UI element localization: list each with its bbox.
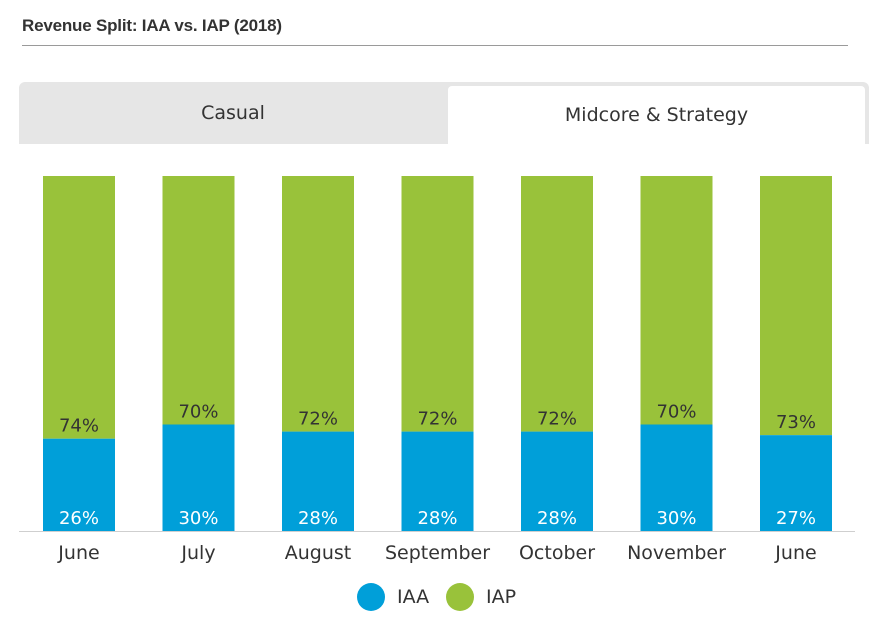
iap-circle-icon: [446, 583, 474, 611]
legend-item-iap[interactable]: IAP: [446, 580, 516, 614]
legend-item-iaa[interactable]: IAA: [357, 580, 429, 614]
data-label-iap-1: 70%: [178, 402, 218, 423]
x-tick-label-4: October: [519, 542, 595, 564]
data-label-iap-0: 74%: [59, 416, 99, 437]
x-tick-label-6: June: [774, 542, 816, 564]
bar-iaa-6: [760, 435, 832, 531]
bar-iap-1: [162, 176, 235, 425]
data-label-iap-4: 72%: [537, 409, 577, 430]
bar-iaa-0: [43, 438, 115, 531]
bar-iaa-5: [640, 424, 713, 531]
bar-iap-0: [43, 176, 115, 439]
bar-iaa-4: [521, 431, 593, 531]
data-label-iaa-3: 28%: [417, 508, 457, 529]
bar-iap-2: [282, 176, 354, 432]
bar-iap-5: [640, 176, 713, 425]
bar-iap-6: [760, 176, 832, 436]
data-label-iaa-5: 30%: [656, 508, 696, 529]
data-label-iap-2: 72%: [298, 409, 338, 430]
bar-iaa-1: [162, 424, 235, 531]
bar-iap-3: [401, 176, 474, 432]
tab-casual[interactable]: Casual: [201, 102, 265, 124]
x-tick-label-3: September: [385, 542, 490, 564]
x-tick-label-5: November: [627, 542, 726, 564]
bar-iap-4: [521, 176, 593, 432]
x-tick-label-2: August: [285, 542, 352, 564]
page-title: Revenue Split: IAA vs. IAP (2018): [22, 16, 282, 35]
bar-iaa-3: [401, 431, 474, 531]
iaa-circle-icon: [357, 583, 385, 611]
data-label-iap-3: 72%: [417, 409, 457, 430]
data-label-iaa-0: 26%: [59, 508, 99, 529]
data-label-iaa-1: 30%: [178, 508, 218, 529]
legend-label-iaa: IAA: [397, 586, 430, 608]
data-label-iaa-4: 28%: [537, 508, 577, 529]
bar-iaa-2: [282, 431, 354, 531]
data-label-iap-6: 73%: [776, 412, 816, 433]
tab-bar: Casual Midcore & Strategy: [19, 82, 869, 144]
data-label-iaa-6: 27%: [776, 508, 816, 529]
title-bar: Revenue Split: IAA vs. IAP (2018): [22, 0, 848, 46]
data-label-iaa-2: 28%: [298, 508, 338, 529]
tab-midcore-strategy[interactable]: Midcore & Strategy: [448, 86, 865, 144]
data-label-iap-5: 70%: [656, 402, 696, 423]
legend-label-iap: IAP: [486, 586, 517, 608]
stacked-bar-chart: 74% 26% June 70% 30% July 72% 28% August 72% 28% Se…: [19, 176, 855, 564]
legend: IAA IAP: [0, 580, 888, 614]
x-tick-label-1: July: [180, 542, 215, 564]
x-tick-label-0: June: [57, 542, 99, 564]
